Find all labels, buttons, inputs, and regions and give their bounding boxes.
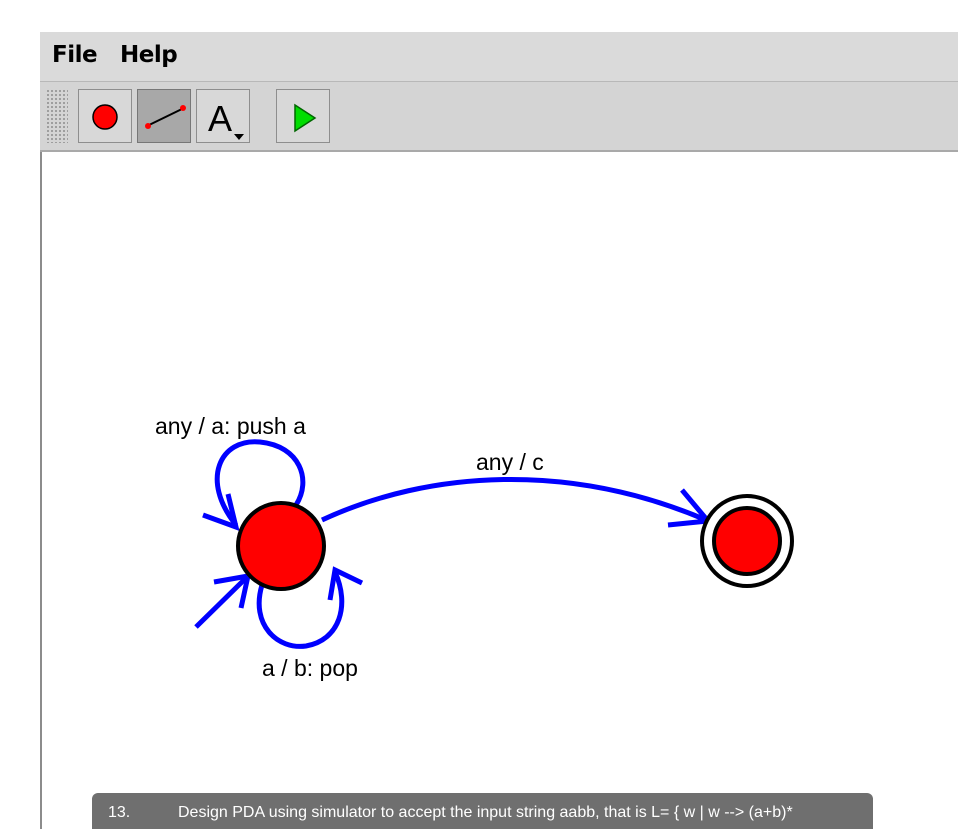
label-pop: a / b: pop (262, 655, 358, 681)
diagram-canvas[interactable]: any / a: push a a / b: pop any / c (40, 152, 958, 829)
state-tool-button[interactable] (78, 89, 132, 143)
self-loop-push[interactable] (214, 439, 306, 527)
transition-tool-button[interactable] (137, 89, 191, 143)
question-caption: 13. Design PDA using simulator to accept… (92, 793, 873, 829)
run-simulation-icon (294, 103, 317, 133)
pda-simulator-window: File Help A (40, 32, 958, 829)
pda-diagram: any / a: push a a / b: pop any / c (155, 413, 794, 681)
text-tool-button[interactable]: A (196, 89, 250, 143)
run-simulation-button[interactable] (276, 89, 330, 143)
caption-number: 13. (108, 804, 131, 821)
text-tool-icon: A (208, 98, 244, 140)
svg-text:A: A (208, 98, 232, 139)
menu-help[interactable]: Help (120, 42, 178, 68)
menu-file[interactable]: File (52, 42, 98, 68)
transition-start-accept[interactable] (320, 476, 707, 523)
caption-text: Design PDA using simulator to accept the… (178, 804, 793, 821)
self-loop-push-arrowhead (202, 493, 240, 531)
state-tool-icon (92, 104, 118, 130)
state-accept[interactable] (712, 506, 782, 576)
label-push: any / a: push a (155, 413, 306, 439)
menu-bar: File Help (40, 32, 958, 82)
toolbar-grip[interactable] (46, 89, 68, 143)
label-start-accept: any / c (476, 449, 544, 475)
toolbar: A (40, 82, 958, 152)
self-loop-pop-arrowhead (327, 566, 364, 601)
transition-tool-icon (145, 105, 186, 129)
self-loop-pop[interactable] (256, 570, 345, 649)
initial-arrow (194, 576, 248, 629)
state-start[interactable] (236, 501, 326, 591)
